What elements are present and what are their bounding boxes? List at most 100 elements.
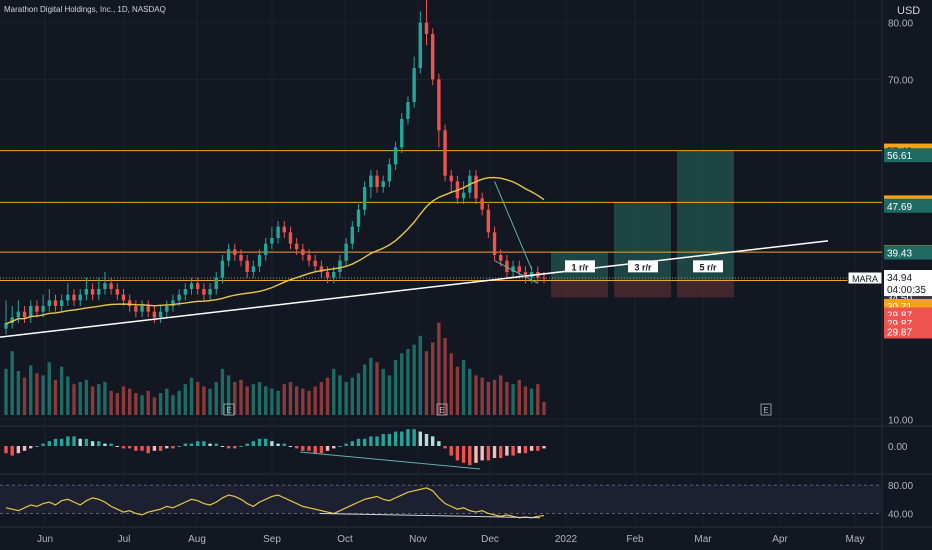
- volume-bar: [72, 384, 76, 415]
- momentum-bar: [226, 446, 231, 449]
- volume-bar: [10, 351, 14, 415]
- candle-body: [523, 272, 528, 278]
- oscillator-divergence-line: [319, 512, 541, 519]
- volume-bar: [196, 382, 200, 415]
- candle-body: [208, 289, 212, 295]
- candle-body: [134, 306, 138, 312]
- momentum-bar: [325, 446, 330, 451]
- trend-line: [0, 240, 829, 338]
- volume-bar: [97, 384, 101, 415]
- momentum-bar: [480, 446, 484, 461]
- momentum-bar: [418, 431, 423, 446]
- risk-reward-zone: [614, 280, 671, 298]
- momentum-bar: [393, 431, 398, 446]
- candle-body: [301, 249, 305, 255]
- momentum-bar: [214, 443, 218, 446]
- momentum-bar: [97, 441, 101, 446]
- risk-reward-label: 5 r/r: [699, 262, 717, 272]
- candle-body: [362, 187, 367, 210]
- candle-body: [226, 249, 231, 261]
- volume-bar: [16, 371, 21, 415]
- momentum-bar: [542, 446, 546, 449]
- candle-body: [158, 311, 163, 318]
- volume-bar: [78, 382, 82, 415]
- momentum-bar: [196, 441, 200, 446]
- volume-bar: [140, 395, 144, 415]
- risk-reward-zone: [551, 280, 608, 298]
- momentum-bar: [276, 443, 280, 446]
- momentum-bar: [152, 446, 157, 451]
- candle-body: [127, 300, 132, 306]
- earnings-marker-box: [436, 403, 448, 416]
- volume-bar: [338, 375, 342, 415]
- candle-body: [499, 255, 503, 261]
- volume-bar: [344, 382, 348, 415]
- candle-body: [369, 175, 373, 187]
- volume-bar: [542, 401, 546, 415]
- candle-body: [505, 260, 509, 272]
- volume-bar: [529, 388, 534, 415]
- candle-body: [319, 266, 324, 272]
- volume-bar: [84, 379, 89, 415]
- axis-badge-text: 29.87: [887, 328, 912, 339]
- momentum-bar: [307, 446, 311, 451]
- candle-body: [251, 266, 256, 272]
- current-price-value: 34.94: [887, 273, 912, 284]
- momentum-bar: [251, 441, 256, 446]
- volume-bar: [59, 366, 64, 415]
- volume-bar: [257, 382, 262, 415]
- momentum-bar: [264, 438, 268, 446]
- momentum-bar: [10, 446, 14, 456]
- volume-bar: [146, 390, 150, 415]
- countdown-value: 04:00:35: [887, 285, 926, 296]
- volume-bar: [418, 335, 423, 415]
- candle-body: [202, 289, 206, 295]
- candle-body: [140, 306, 144, 312]
- candle-body: [375, 175, 379, 187]
- momentum-bar: [239, 446, 243, 447]
- momentum-bar: [4, 446, 8, 454]
- risk-reward-label-bg: [628, 260, 658, 273]
- x-tick-label: May: [846, 534, 865, 545]
- candle-body: [276, 226, 280, 238]
- momentum-bar: [536, 446, 540, 451]
- candle-body: [381, 181, 385, 187]
- momentum-bar: [208, 443, 212, 446]
- momentum-bar: [350, 441, 354, 446]
- momentum-bar: [369, 436, 373, 446]
- volume-bar: [251, 384, 256, 415]
- momentum-bar: [437, 441, 441, 446]
- candle-body: [97, 289, 101, 295]
- candle-body: [517, 266, 521, 272]
- volume-bar: [66, 376, 70, 415]
- momentum-bar: [202, 441, 206, 446]
- momentum-bar: [505, 446, 509, 456]
- x-tick-label: Jun: [37, 534, 53, 545]
- volume-bar: [455, 366, 460, 415]
- volume-bar: [461, 360, 466, 415]
- momentum-bar: [171, 446, 175, 449]
- current-price-badge: [884, 270, 932, 297]
- candle-body: [288, 232, 293, 244]
- volume-bar: [276, 390, 280, 415]
- candle-body: [437, 79, 441, 131]
- candle-body: [47, 300, 51, 306]
- candle-body: [294, 243, 299, 250]
- momentum-bar: [468, 446, 472, 466]
- oscillator-line: [5, 487, 545, 519]
- volume-bar: [325, 377, 330, 415]
- momentum-bar: [66, 436, 70, 446]
- candle-body: [72, 294, 76, 301]
- candle-body: [443, 130, 447, 176]
- candle-body: [313, 260, 317, 267]
- candle-body: [449, 175, 453, 182]
- volume-bar: [301, 388, 305, 415]
- volume-bar: [35, 373, 39, 415]
- candle-body: [418, 22, 423, 69]
- y-tick-label: 80.00: [888, 19, 913, 30]
- candle-body: [387, 164, 392, 182]
- currency-label: USD: [897, 5, 921, 17]
